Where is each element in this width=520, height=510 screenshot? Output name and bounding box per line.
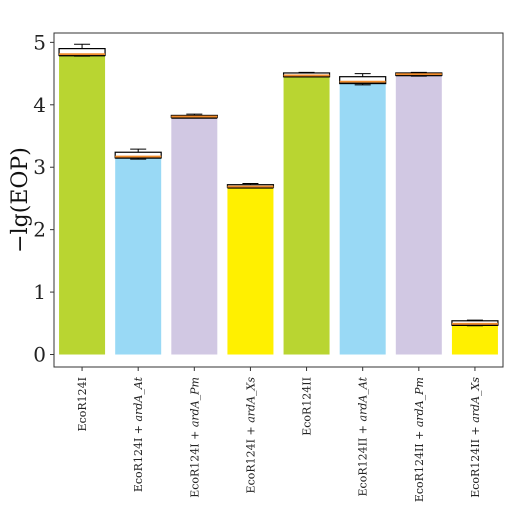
x-tick-label-1: EcoR124I + ardA_At [132, 376, 145, 492]
x-tick-label-2: EcoR124I + ardA_Pm [188, 377, 201, 498]
x-tick-label-base-6: EcoR124II + [413, 427, 426, 502]
bar-7 [451, 323, 498, 355]
x-tick-label-suffix-2: ardA_Pm [188, 377, 201, 427]
y-tick-label-1: 1 [33, 280, 46, 304]
bar-5 [339, 81, 386, 355]
y-axis: 0 1 2 3 4 5 [33, 30, 54, 367]
x-tick-label-base-4: EcoR124II [301, 377, 314, 436]
bar-1 [115, 156, 162, 355]
x-tick-label-suffix-7: ardA_Xs [469, 377, 482, 423]
x-tick-label-7: EcoR124II + ardA_Xs [469, 377, 482, 498]
x-tick-label-3: EcoR124I + ardA_Xs [244, 377, 257, 494]
x-tick-label-0: EcoR124I [76, 377, 89, 431]
bar-2 [171, 116, 218, 355]
bars-group [59, 54, 498, 355]
x-tick-label-base-7: EcoR124II + [469, 423, 482, 498]
x-tick-label-base-0: EcoR124I [76, 377, 89, 431]
x-tick-label-6: EcoR124II + ardA_Pm [413, 377, 426, 502]
x-tick-label-base-3: EcoR124I + [244, 423, 257, 494]
plot-panel [53, 32, 504, 368]
x-tick-label-base-2: EcoR124I + [188, 427, 201, 498]
x-tick-label-4: EcoR124II [301, 377, 314, 436]
y-tick-label-0: 0 [33, 343, 46, 367]
x-tick-label-suffix-1: ardA_At [132, 376, 145, 421]
x-tick-label-5: EcoR124II + ardA_At [357, 376, 370, 496]
boxes-group [58, 43, 499, 327]
bar-6 [395, 74, 442, 355]
x-tick-label-suffix-6: ardA_Pm [413, 377, 426, 427]
x-tick-label-base-1: EcoR124I + [132, 421, 145, 492]
y-tick-label-3: 3 [33, 155, 46, 179]
y-tick-label-2: 2 [33, 218, 46, 242]
x-tick-label-base-5: EcoR124II + [357, 421, 370, 496]
bar-0 [59, 54, 106, 355]
y-axis-title: −lg(EOP) [8, 147, 33, 253]
x-tick-label-suffix-3: ardA_Xs [244, 377, 257, 423]
bar-4 [283, 75, 330, 355]
bar-3 [227, 186, 274, 355]
x-tick-label-suffix-5: ardA_At [357, 376, 370, 421]
y-tick-label-5: 5 [33, 30, 46, 54]
y-tick-label-4: 4 [33, 93, 46, 117]
